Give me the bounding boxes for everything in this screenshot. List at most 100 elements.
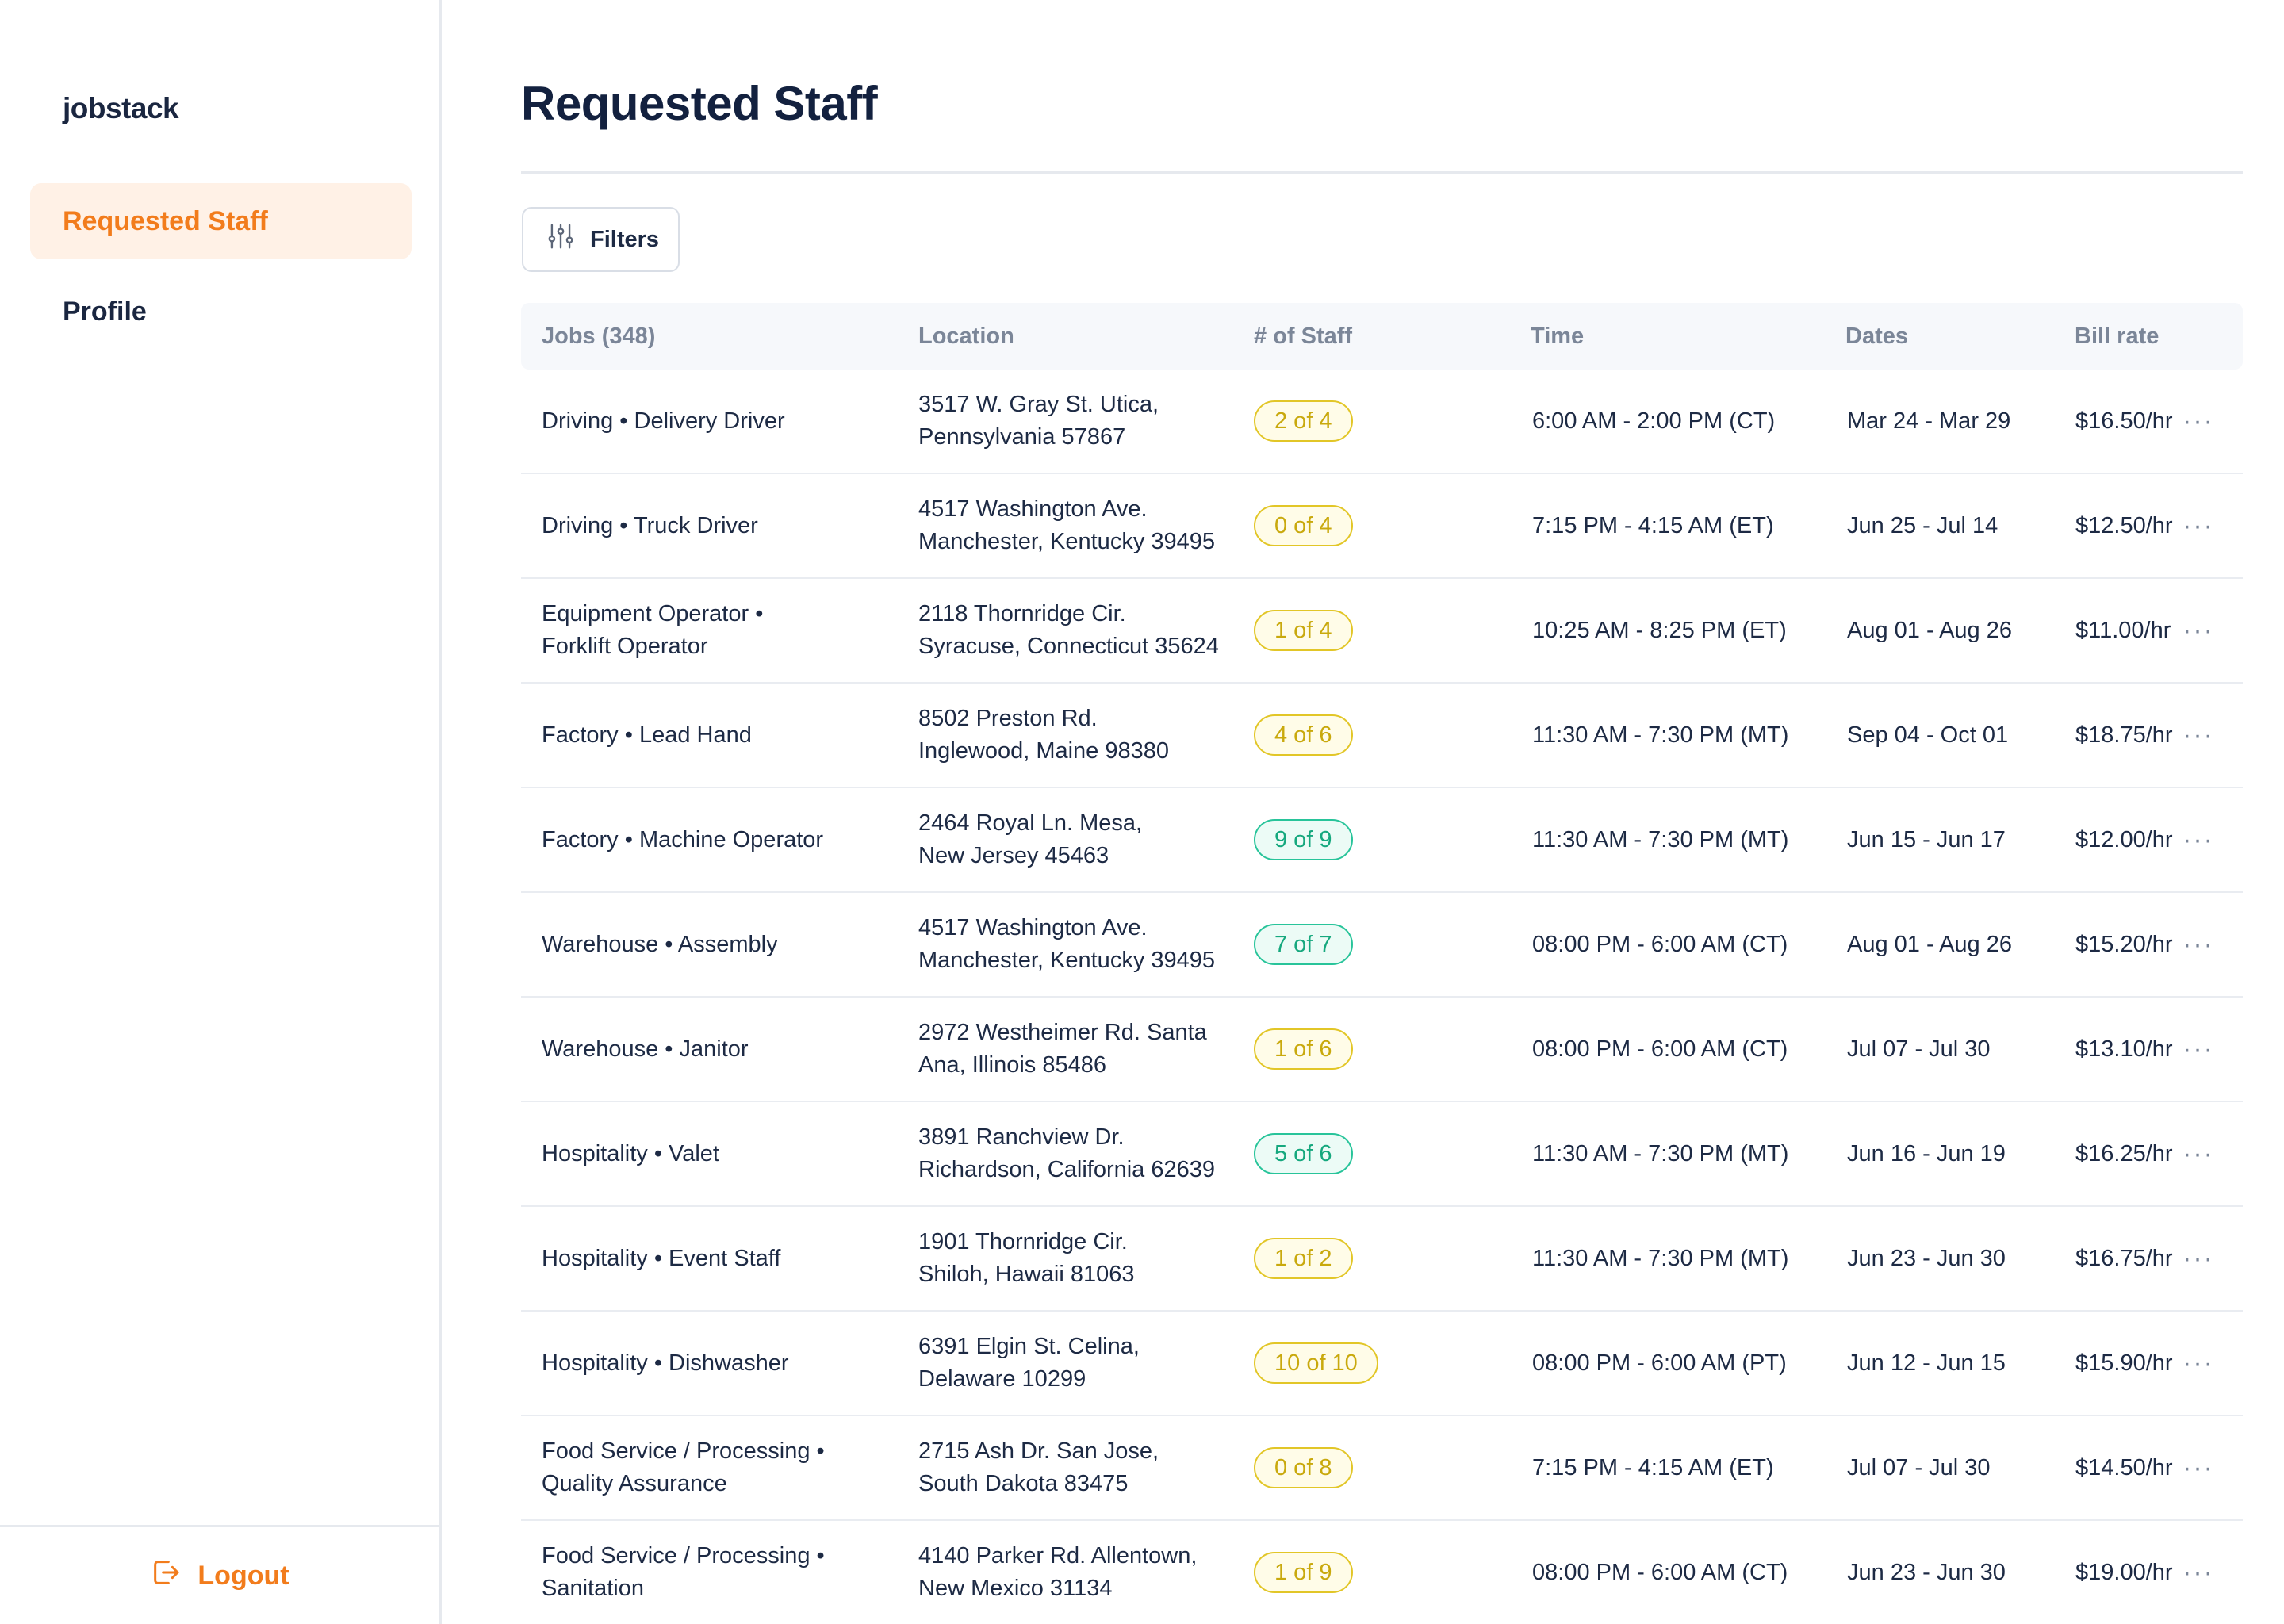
filters-button[interactable]: Filters	[522, 207, 680, 272]
table-row[interactable]: Food Service / Processing • Sanitation 41…	[521, 1521, 2243, 1624]
column-header-staff[interactable]: # of Staff	[1254, 323, 1353, 349]
location-line: 2118 Thornridge Cir.	[918, 601, 1126, 626]
location-line: 8502 Preston Rd.	[918, 706, 1098, 731]
staff-count-badge: 9 of 9	[1254, 819, 1353, 860]
table-row[interactable]: Food Service / Processing • Quality Assur…	[521, 1416, 2243, 1521]
location-line: Delaware 10299	[918, 1366, 1086, 1392]
job-title-line: Food Service / Processing •	[542, 1438, 825, 1464]
bill-rate-cell: $19.00/hr	[2075, 1559, 2173, 1585]
row-actions: ···	[2167, 684, 2230, 787]
job-title-line: Sanitation	[542, 1576, 644, 1601]
dates-cell: Jun 23 - Jun 30	[1847, 1559, 2006, 1585]
job-cell: Factory • Machine Operator	[542, 788, 891, 891]
job-title-line: Driving • Delivery Driver	[542, 408, 785, 434]
table-row[interactable]: Hospitality • Dishwasher 6391 Elgin St. …	[521, 1312, 2243, 1416]
job-title-line: Driving • Truck Driver	[542, 512, 758, 538]
job-title-line: Hospitality • Valet	[542, 1140, 719, 1166]
location-line: 4517 Washington Ave.	[918, 915, 1148, 940]
job-title-line: Warehouse • Janitor	[542, 1036, 749, 1062]
table-header: Jobs (348) Location # of Staff Time Date…	[521, 303, 2243, 370]
staff-count-badge: 10 of 10	[1254, 1342, 1378, 1384]
main-content: Requested Staff Filters Jobs (348) Locat…	[442, 0, 2284, 1624]
more-options-icon[interactable]: ···	[2182, 1453, 2214, 1483]
brand-logo[interactable]: jobstack	[63, 92, 179, 124]
more-options-icon[interactable]: ···	[2182, 1348, 2214, 1378]
location-cell: 4140 Parker Rd. Allentown, New Mexico 311…	[918, 1521, 1267, 1624]
table-row[interactable]: Hospitality • Valet 3891 Ranchview Dr. Ri…	[521, 1102, 2243, 1207]
dates-cell: Jun 23 - Jun 30	[1847, 1245, 2006, 1271]
more-options-icon[interactable]: ···	[2182, 615, 2214, 645]
location-line: Shiloh, Hawaii 81063	[918, 1262, 1135, 1287]
staff-cell: 1 of 4	[1254, 579, 1397, 682]
table-row[interactable]: Driving • Truck Driver 4517 Washington A…	[521, 474, 2243, 579]
job-cell: Hospitality • Dishwasher	[542, 1312, 891, 1415]
location-cell: 2972 Westheimer Rd. Santa Ana, Illinois 8…	[918, 998, 1267, 1101]
table-row[interactable]: Hospitality • Event Staff 1901 Thornridg…	[521, 1207, 2243, 1312]
logout-button[interactable]: Logout	[150, 1557, 289, 1595]
time-cell: 6:00 AM - 2:00 PM (CT)	[1532, 408, 1776, 434]
sidebar-item-label: Profile	[63, 296, 147, 327]
location-line: 4140 Parker Rd. Allentown,	[918, 1543, 1198, 1568]
staff-count-badge: 1 of 6	[1254, 1028, 1353, 1070]
sidebar-item-profile[interactable]: Profile	[30, 274, 412, 350]
row-actions: ···	[2167, 370, 2230, 473]
more-options-icon[interactable]: ···	[2182, 1557, 2214, 1588]
more-options-icon[interactable]: ···	[2182, 825, 2214, 855]
location-line: South Dakota 83475	[918, 1471, 1129, 1496]
location-line: 1901 Thornridge Cir.	[918, 1229, 1128, 1254]
more-options-icon[interactable]: ···	[2182, 1243, 2214, 1274]
location-line: 2464 Royal Ln. Mesa,	[918, 810, 1143, 836]
time-cell: 11:30 AM - 7:30 PM (MT)	[1532, 1140, 1789, 1166]
sliders-icon	[546, 221, 576, 258]
table-row[interactable]: Warehouse • Janitor 2972 Westheimer Rd. …	[521, 998, 2243, 1102]
more-options-icon[interactable]: ···	[2182, 406, 2214, 436]
time-cell: 7:15 PM - 4:15 AM (ET)	[1532, 1454, 1774, 1480]
job-cell: Factory • Lead Hand	[542, 684, 891, 787]
more-options-icon[interactable]: ···	[2182, 929, 2214, 959]
location-line: New Jersey 45463	[918, 843, 1109, 868]
time-cell: 11:30 AM - 7:30 PM (MT)	[1532, 826, 1789, 852]
job-cell: Food Service / Processing • Sanitation	[542, 1521, 891, 1624]
column-header-location[interactable]: Location	[918, 323, 1014, 349]
location-cell: 2118 Thornridge Cir. Syracuse, Connecticu…	[918, 579, 1267, 682]
location-cell: 2464 Royal Ln. Mesa, New Jersey 45463	[918, 788, 1267, 891]
table-row[interactable]: Equipment Operator • Forklift Operator 21…	[521, 579, 2243, 684]
more-options-icon[interactable]: ···	[2182, 720, 2214, 750]
job-cell: Warehouse • Janitor	[542, 998, 891, 1101]
dates-cell: Aug 01 - Aug 26	[1847, 617, 2012, 643]
sidebar-item-requested-staff[interactable]: Requested Staff	[30, 183, 412, 259]
more-options-icon[interactable]: ···	[2182, 1139, 2214, 1169]
column-header-time[interactable]: Time	[1531, 323, 1585, 349]
staff-cell: 0 of 8	[1254, 1416, 1397, 1519]
job-title-line: Equipment Operator •	[542, 601, 764, 626]
column-header-bill-rate[interactable]: Bill rate	[2075, 323, 2159, 349]
location-cell: 8502 Preston Rd. Inglewood, Maine 98380	[918, 684, 1267, 787]
staff-cell: 2 of 4	[1254, 370, 1397, 473]
row-actions: ···	[2167, 788, 2230, 891]
column-header-dates[interactable]: Dates	[1845, 323, 1908, 349]
column-header-jobs[interactable]: Jobs (348)	[542, 323, 656, 349]
staff-cell: 1 of 2	[1254, 1207, 1397, 1310]
more-options-icon[interactable]: ···	[2182, 1034, 2214, 1064]
job-title-line: Factory • Machine Operator	[542, 826, 824, 852]
table-row[interactable]: Warehouse • Assembly 4517 Washington Ave…	[521, 893, 2243, 998]
table-row[interactable]: Factory • Machine Operator 2464 Royal Ln…	[521, 788, 2243, 893]
table-row[interactable]: Driving • Delivery Driver 3517 W. Gray S…	[521, 370, 2243, 474]
row-actions: ···	[2167, 1102, 2230, 1205]
location-cell: 4517 Washington Ave. Manchester, Kentucky…	[918, 893, 1267, 996]
job-title-line: Hospitality • Event Staff	[542, 1245, 781, 1271]
row-actions: ···	[2167, 579, 2230, 682]
dates-cell: Jun 16 - Jun 19	[1847, 1140, 2006, 1166]
more-options-icon[interactable]: ···	[2182, 511, 2214, 541]
job-title-line: Quality Assurance	[542, 1471, 727, 1496]
job-cell: Hospitality • Event Staff	[542, 1207, 891, 1310]
filters-label: Filters	[590, 226, 660, 252]
location-line: Pennsylvania 57867	[918, 424, 1126, 450]
bill-rate-cell: $16.25/hr	[2075, 1140, 2173, 1166]
table-row[interactable]: Factory • Lead Hand 8502 Preston Rd. Ingl…	[521, 684, 2243, 788]
bill-rate-cell: $14.50/hr	[2075, 1454, 2173, 1480]
location-line: Inglewood, Maine 98380	[918, 738, 1170, 764]
page-title: Requested Staff	[521, 77, 878, 130]
dates-cell: Jun 15 - Jun 17	[1847, 826, 2006, 852]
